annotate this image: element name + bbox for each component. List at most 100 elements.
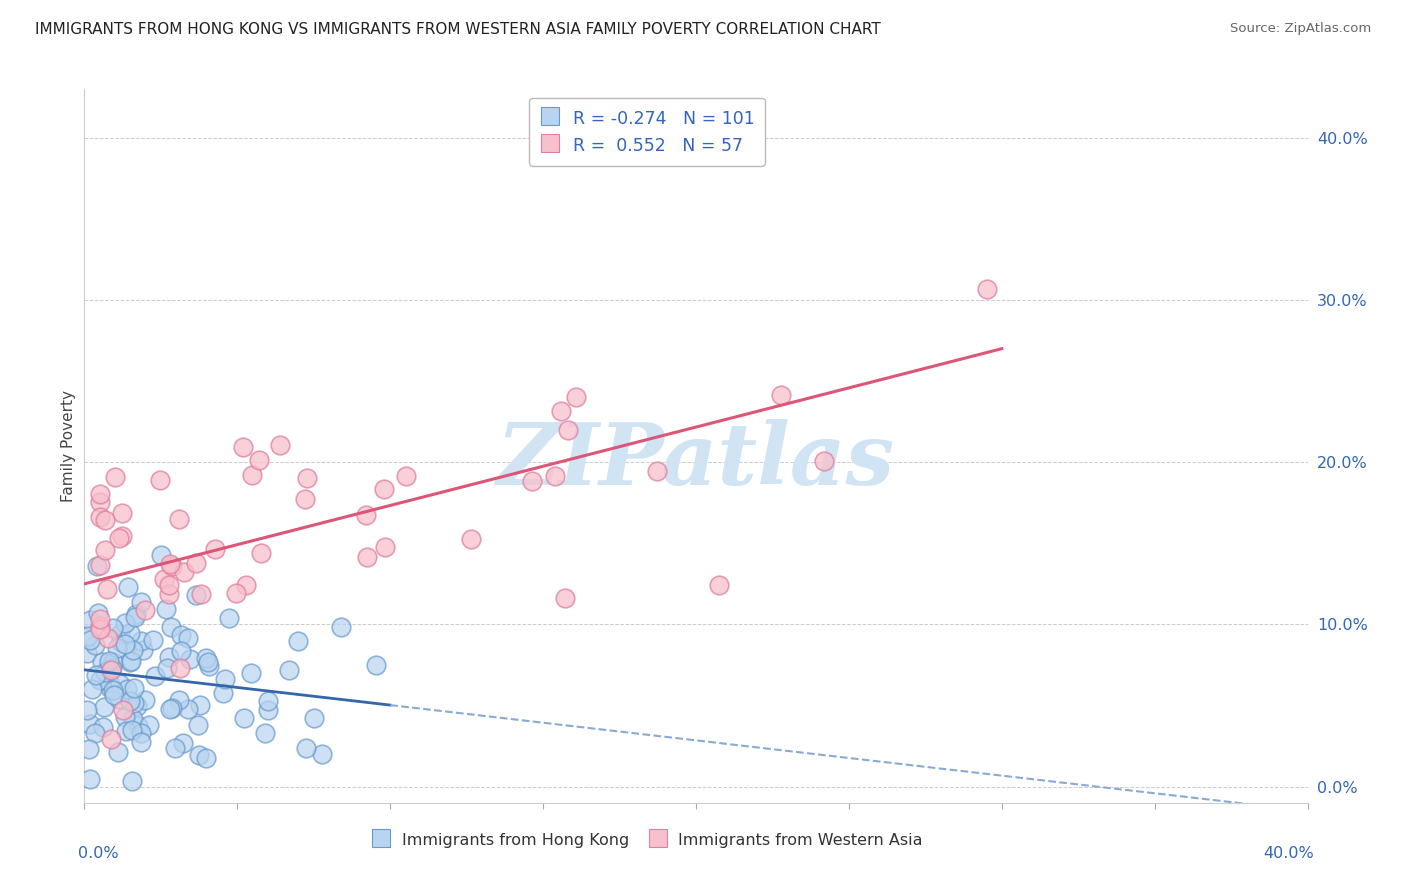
- Point: [142, 632, 165, 647]
- Point: [169, 512, 191, 526]
- Point: [295, 471, 318, 485]
- Point: [311, 747, 333, 761]
- Point: [108, 627, 131, 641]
- Point: [76, 703, 98, 717]
- Point: [460, 533, 482, 547]
- Point: [179, 652, 201, 666]
- Point: [287, 633, 309, 648]
- Point: [366, 657, 388, 672]
- Y-axis label: Family Poverty: Family Poverty: [60, 390, 76, 502]
- Point: [114, 709, 136, 723]
- Point: [302, 711, 325, 725]
- Point: [101, 621, 124, 635]
- Point: [89, 487, 111, 501]
- Point: [89, 622, 111, 636]
- Point: [108, 677, 131, 691]
- Point: [97, 631, 120, 645]
- Point: [94, 542, 117, 557]
- Point: [240, 467, 263, 482]
- Point: [225, 586, 247, 600]
- Point: [218, 611, 240, 625]
- Point: [150, 548, 173, 562]
- Point: [80, 681, 103, 696]
- Point: [149, 473, 172, 487]
- Point: [190, 587, 212, 601]
- Point: [89, 558, 111, 573]
- Point: [76, 629, 98, 643]
- Point: [122, 681, 145, 695]
- Point: [134, 693, 156, 707]
- Point: [138, 718, 160, 732]
- Point: [79, 772, 101, 786]
- Point: [120, 655, 142, 669]
- Point: [79, 613, 101, 627]
- Point: [295, 741, 318, 756]
- Point: [167, 692, 190, 706]
- Point: [111, 506, 134, 520]
- Point: [157, 578, 180, 592]
- Point: [107, 745, 129, 759]
- Point: [160, 619, 183, 633]
- Point: [93, 700, 115, 714]
- Point: [554, 591, 576, 605]
- Point: [115, 681, 138, 696]
- Point: [90, 655, 112, 669]
- Point: [101, 682, 124, 697]
- Point: [115, 724, 138, 739]
- Point: [356, 549, 378, 564]
- Point: [813, 453, 835, 467]
- Point: [101, 655, 124, 669]
- Point: [121, 774, 143, 789]
- Point: [395, 468, 418, 483]
- Text: ZIPatlas: ZIPatlas: [496, 418, 896, 502]
- Point: [235, 578, 257, 592]
- Point: [329, 620, 352, 634]
- Point: [124, 609, 146, 624]
- Point: [155, 661, 177, 675]
- Point: [557, 423, 579, 437]
- Point: [129, 735, 152, 749]
- Point: [100, 663, 122, 677]
- Point: [278, 663, 301, 677]
- Point: [184, 556, 207, 570]
- Point: [89, 509, 111, 524]
- Point: [89, 673, 111, 688]
- Point: [127, 698, 149, 713]
- Point: [162, 559, 184, 574]
- Point: [121, 723, 143, 737]
- Point: [89, 612, 111, 626]
- Point: [232, 711, 254, 725]
- Point: [108, 692, 131, 706]
- Point: [100, 732, 122, 747]
- Point: [172, 736, 194, 750]
- Point: [120, 625, 142, 640]
- Point: [129, 726, 152, 740]
- Point: [79, 717, 101, 731]
- Point: [105, 640, 128, 655]
- Point: [232, 440, 254, 454]
- Point: [111, 703, 134, 717]
- Point: [257, 703, 280, 717]
- Point: [198, 658, 221, 673]
- Point: [247, 453, 270, 467]
- Point: [240, 666, 263, 681]
- Point: [132, 643, 155, 657]
- Point: [100, 661, 122, 675]
- Point: [707, 578, 730, 592]
- Point: [89, 619, 111, 633]
- Point: [125, 607, 148, 621]
- Point: [769, 388, 792, 402]
- Point: [214, 672, 236, 686]
- Point: [98, 654, 121, 668]
- Point: [157, 587, 180, 601]
- Text: Source: ZipAtlas.com: Source: ZipAtlas.com: [1230, 22, 1371, 36]
- Point: [170, 628, 193, 642]
- Point: [645, 464, 668, 478]
- Point: [204, 541, 226, 556]
- Point: [976, 282, 998, 296]
- Point: [212, 686, 235, 700]
- Point: [84, 726, 107, 740]
- Point: [294, 491, 316, 506]
- Point: [84, 668, 107, 682]
- Point: [114, 636, 136, 650]
